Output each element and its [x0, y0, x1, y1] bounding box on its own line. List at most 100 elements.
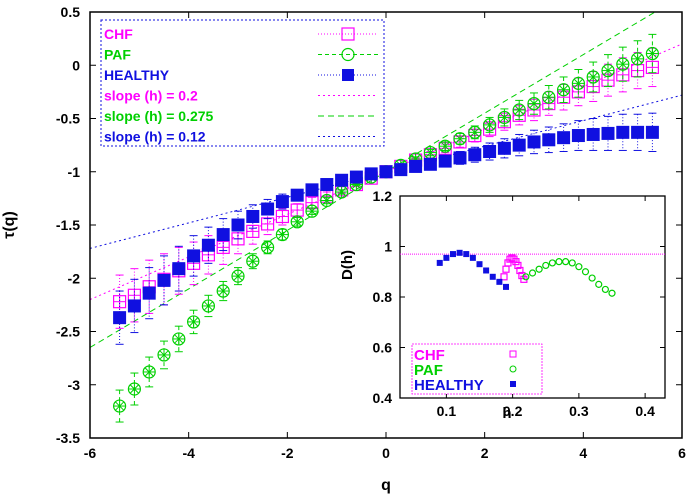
healthy-point: [320, 178, 334, 192]
inset-healthy-point: [456, 249, 463, 256]
healthy-point: [231, 218, 245, 232]
y-tick-label: -0.5: [56, 111, 80, 127]
paf-point-cross: [115, 401, 124, 411]
inset-legend-box: [411, 343, 543, 395]
main-plot-frame: [89, 11, 683, 439]
paf-point-cross: [603, 66, 613, 75]
healthy-point: [349, 170, 363, 184]
legend-label: slope (h) = 0.12: [104, 129, 206, 145]
inset-y-tick-label: 0.4: [373, 390, 393, 406]
healthy-point: [497, 141, 511, 155]
healthy-point: [631, 125, 645, 139]
inset-paf-point: [555, 258, 563, 266]
healthy-point: [527, 135, 541, 149]
inset-chf-point: [508, 254, 516, 262]
inset-x-axis-label: h: [502, 405, 511, 422]
healthy-point: [261, 202, 275, 216]
inset-chf-point: [516, 266, 524, 275]
healthy-point: [423, 157, 437, 171]
paf-point-cross: [574, 79, 583, 88]
inset-paf-point: [562, 258, 570, 266]
inset-legend-swatch: [509, 365, 517, 373]
healthy-point: [172, 262, 186, 276]
healthy-point: [616, 125, 630, 139]
healthy-point: [187, 249, 201, 263]
legend-swatch-marker: [341, 47, 355, 62]
paf-point-cross: [337, 187, 346, 197]
inset-healthy-point: [496, 278, 503, 285]
healthy-point: [645, 125, 659, 139]
paf-point-cross: [648, 49, 657, 58]
x-tick-label: 0: [382, 445, 390, 461]
healthy-point: [542, 133, 556, 147]
inset-paf-point: [568, 259, 576, 267]
paf-point-cross: [544, 92, 554, 102]
legend-box: [100, 19, 385, 147]
inset-plot: 0.1 0.2 0.3 0.4 0.4 0.6 0.8 1 1.2 h D(h) CHFPAFHEAL…: [339, 188, 666, 422]
paf-point-cross: [307, 206, 317, 216]
paf-point-cross: [514, 105, 524, 115]
paf-point-cross: [485, 120, 494, 130]
legend-label: HEALTHY: [104, 67, 170, 83]
paf-point-cross: [470, 127, 480, 137]
inset-y-axis-label: D(h): [339, 250, 356, 280]
main-plot-area: -6 -4 -2 0 2 4 60.50-0.5-1-1.5-2-2.5-3-3.5CHFP…: [56, 4, 686, 461]
inset-legend-label: CHF: [414, 347, 445, 364]
healthy-point: [113, 311, 127, 325]
data-points: [112, 33, 660, 423]
inset-healthy-point: [476, 261, 483, 268]
paf-point-cross: [263, 243, 272, 252]
inset-paf-point: [542, 261, 550, 270]
healthy-point: [246, 209, 260, 223]
healthy-point: [364, 167, 378, 181]
x-tick-label: -6: [84, 445, 97, 461]
inset-healthy-point: [463, 251, 470, 258]
inset-y-tick-label: 0.6: [373, 340, 393, 356]
paf-point-cross: [159, 350, 169, 360]
inset-paf-point: [548, 259, 556, 267]
x-tick-label: 4: [579, 445, 587, 461]
paf-point-cross: [144, 367, 154, 377]
inset-x-tick-label: 0.4: [635, 403, 655, 419]
inset-legend-label: HEALTHY: [414, 377, 484, 394]
healthy-point: [453, 151, 467, 165]
paf-point-cross: [633, 54, 642, 64]
healthy-point: [601, 126, 615, 140]
paf-point-cross: [248, 256, 258, 266]
legend-label: CHF: [104, 26, 133, 42]
healthy-point: [438, 154, 452, 168]
paf-point-cross: [233, 271, 243, 281]
healthy-point: [512, 138, 526, 152]
inset-paf-point: [601, 285, 609, 294]
paf-point-cross: [426, 148, 435, 157]
inset-x-tick-label: 0.2: [503, 403, 523, 419]
paf-point-cross: [440, 141, 450, 151]
y-tick-label: -2.5: [56, 324, 80, 340]
inset-paf-point: [608, 289, 616, 297]
inset-chf-point: [504, 259, 512, 267]
x-tick-label: -2: [281, 445, 294, 461]
legend-swatch-marker: [342, 69, 354, 81]
inset-healthy-point: [469, 254, 476, 261]
paf-point-cross: [189, 317, 198, 327]
inset-healthy-point: [503, 283, 509, 290]
healthy-point: [216, 228, 230, 242]
paf-point-cross: [130, 384, 139, 394]
inset-paf-point: [522, 273, 530, 281]
healthy-point: [290, 188, 304, 202]
healthy-point: [142, 286, 156, 300]
legend: CHF PAF HEALTHY slope (h) = 0.2 slope (h) = …: [100, 19, 385, 147]
legend-label: PAF: [104, 47, 131, 63]
inset-paf-point: [528, 269, 537, 277]
paf-point-cross: [618, 59, 628, 69]
inset-y-tick-label: 1.2: [373, 188, 393, 204]
inset-chf-point: [514, 261, 522, 270]
healthy-point: [127, 299, 141, 313]
y-tick-label: -3.5: [56, 430, 80, 446]
paf-point-cross: [218, 286, 228, 296]
paf-point-cross: [278, 230, 287, 239]
legend-label: slope (h) = 0.2: [104, 88, 198, 104]
inset-y-tick-label: 0.8: [373, 289, 393, 305]
y-tick-label: -1: [68, 164, 81, 180]
healthy-point: [571, 129, 585, 143]
